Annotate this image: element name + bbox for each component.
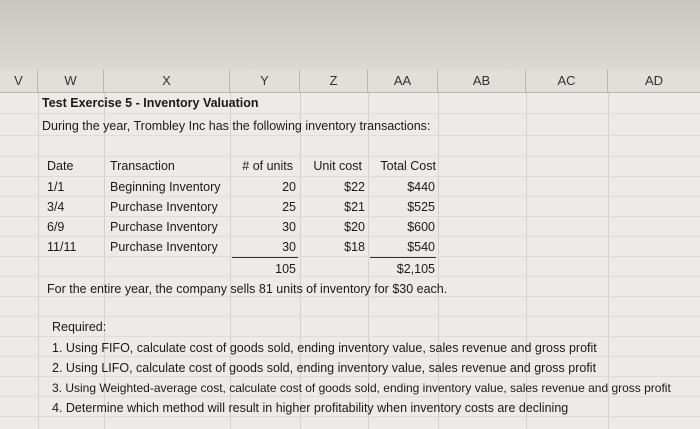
gridline bbox=[0, 356, 700, 357]
required-item-3[interactable]: 3. Using Weighted-average cost, calculat… bbox=[52, 381, 671, 395]
gridline bbox=[0, 296, 700, 297]
row-3-units[interactable]: 30 bbox=[282, 220, 296, 234]
gridline bbox=[0, 196, 700, 197]
column-header-z[interactable]: Z bbox=[300, 70, 368, 92]
sales-note[interactable]: For the entire year, the company sells 8… bbox=[47, 282, 448, 296]
gridline bbox=[0, 396, 700, 397]
row-4-unit-cost[interactable]: $18 bbox=[344, 240, 365, 254]
row-3-date[interactable]: 6/9 bbox=[47, 220, 65, 234]
gridline bbox=[0, 135, 700, 136]
toolbar-area bbox=[0, 0, 700, 70]
row-2-date[interactable]: 3/4 bbox=[47, 200, 65, 214]
gridline bbox=[0, 376, 700, 377]
row-2-units[interactable]: 25 bbox=[282, 200, 296, 214]
row-3-transaction[interactable]: Purchase Inventory bbox=[110, 220, 218, 234]
gridline bbox=[0, 416, 700, 417]
gridline bbox=[0, 176, 700, 177]
column-header-ad[interactable]: AD bbox=[644, 73, 664, 88]
header-date[interactable]: Date bbox=[47, 159, 74, 173]
header-unit-cost[interactable]: Unit cost bbox=[313, 159, 362, 173]
total-cost[interactable]: $2,105 bbox=[396, 262, 435, 276]
column-header-ab[interactable]: AB bbox=[438, 70, 526, 92]
row-2-transaction[interactable]: Purchase Inventory bbox=[110, 200, 218, 214]
gridline bbox=[0, 256, 700, 257]
gridline bbox=[0, 216, 700, 217]
column-header-aa[interactable]: AA bbox=[368, 70, 438, 92]
column-header-v[interactable]: V bbox=[0, 70, 38, 92]
required-label[interactable]: Required: bbox=[52, 320, 107, 334]
gridline bbox=[0, 276, 700, 277]
intro-text[interactable]: During the year, Trombley Inc has the fo… bbox=[42, 119, 431, 133]
column-header-x[interactable]: X bbox=[104, 70, 230, 92]
row-2-total-cost[interactable]: $525 bbox=[407, 200, 435, 214]
column-header-y[interactable]: Y bbox=[230, 70, 300, 92]
gridline bbox=[300, 93, 301, 429]
required-item-1[interactable]: 1. Using FIFO, calculate cost of goods s… bbox=[52, 341, 597, 355]
gridline bbox=[0, 113, 700, 114]
gridline bbox=[368, 93, 369, 429]
row-1-unit-cost[interactable]: $22 bbox=[344, 180, 365, 194]
row-1-date[interactable]: 1/1 bbox=[47, 180, 65, 194]
row-4-total-cost[interactable]: $540 bbox=[407, 240, 435, 254]
row-1-total-cost[interactable]: $440 bbox=[407, 180, 435, 194]
gridline bbox=[0, 156, 700, 157]
cost-total-underline bbox=[370, 257, 436, 258]
gridline bbox=[38, 93, 39, 429]
total-units[interactable]: 105 bbox=[275, 262, 296, 276]
units-total-underline bbox=[232, 257, 298, 258]
gridline bbox=[0, 336, 700, 337]
row-1-transaction[interactable]: Beginning Inventory bbox=[110, 180, 221, 194]
header-units[interactable]: # of units bbox=[242, 159, 293, 173]
row-4-units[interactable]: 30 bbox=[282, 240, 296, 254]
required-item-2[interactable]: 2. Using LIFO, calculate cost of goods s… bbox=[52, 361, 597, 375]
row-3-unit-cost[interactable]: $20 bbox=[344, 220, 365, 234]
exercise-title[interactable]: Test Exercise 5 - Inventory Valuation bbox=[42, 96, 259, 110]
required-item-4[interactable]: 4. Determine which method will result in… bbox=[52, 401, 569, 415]
gridline bbox=[0, 316, 700, 317]
column-header-w[interactable]: W bbox=[38, 70, 104, 92]
spreadsheet-grid[interactable] bbox=[0, 93, 700, 429]
column-header-row: V W X Y Z AA AB AC AD bbox=[0, 70, 700, 93]
row-4-date[interactable]: 11/11 bbox=[47, 240, 77, 254]
row-3-total-cost[interactable]: $600 bbox=[407, 220, 435, 234]
row-4-transaction[interactable]: Purchase Inventory bbox=[110, 240, 218, 254]
header-transaction[interactable]: Transaction bbox=[110, 159, 175, 173]
header-total-cost[interactable]: Total Cost bbox=[380, 159, 436, 173]
gridline bbox=[104, 93, 105, 429]
gridline bbox=[526, 93, 527, 429]
gridline bbox=[438, 93, 439, 429]
row-1-units[interactable]: 20 bbox=[282, 180, 296, 194]
gridline bbox=[0, 236, 700, 237]
gridline bbox=[608, 93, 609, 429]
row-2-unit-cost[interactable]: $21 bbox=[344, 200, 365, 214]
gridline bbox=[230, 93, 231, 429]
column-header-ac[interactable]: AC bbox=[526, 70, 608, 92]
